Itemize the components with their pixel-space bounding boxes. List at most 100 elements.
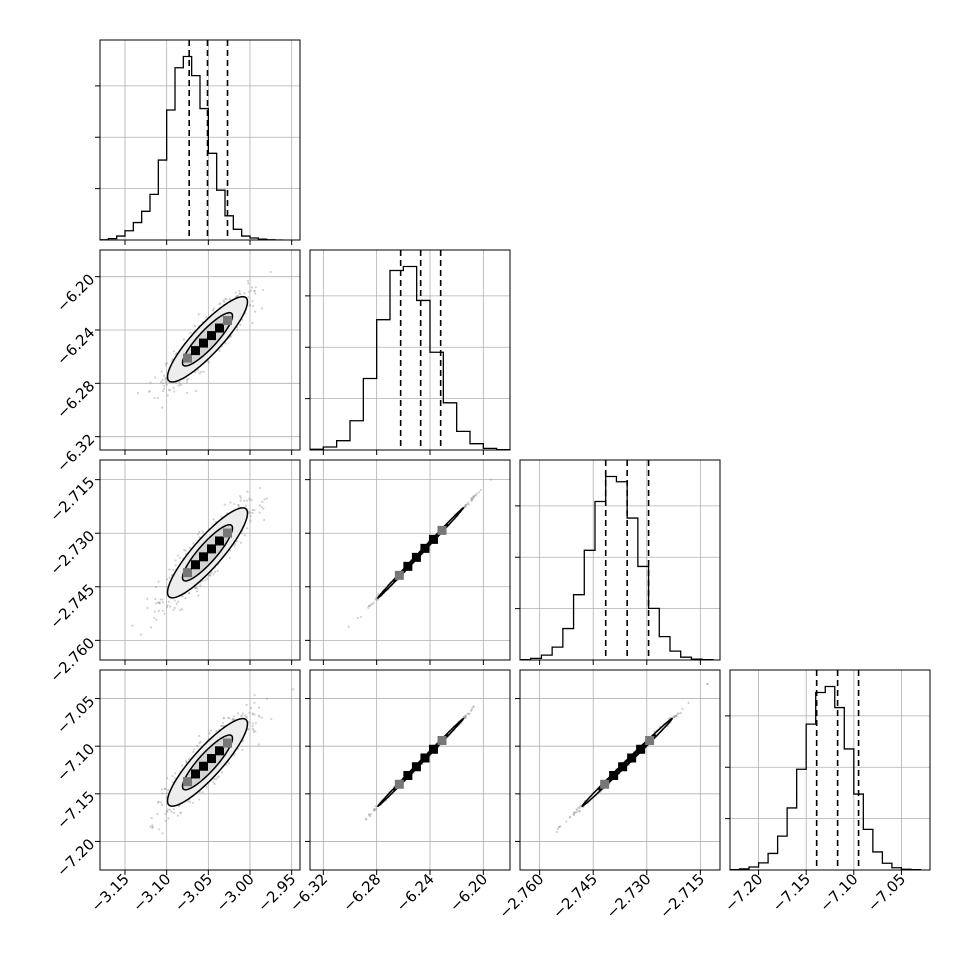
- sample-point: [347, 625, 350, 628]
- sample-point: [151, 824, 154, 827]
- sample-point: [245, 715, 248, 719]
- sample-point: [181, 764, 184, 767]
- sample-point: [165, 382, 168, 385]
- sample-point: [193, 586, 196, 590]
- sample-point: [160, 801, 163, 804]
- sample-point: [558, 825, 561, 829]
- sample-point: [162, 387, 166, 390]
- sample-point: [156, 812, 159, 816]
- sample-point: [220, 724, 223, 727]
- sample-point: [375, 807, 378, 811]
- sample-point: [245, 703, 248, 707]
- histogram-step-1: [310, 265, 510, 450]
- panel-3-1: −6.32 −6.28 −6.24 −6.20: [286, 669, 511, 915]
- sample-point: [159, 598, 162, 601]
- sample-point: [368, 605, 371, 608]
- sample-point: [153, 610, 156, 613]
- sample-point: [377, 592, 380, 595]
- sample-point: [239, 541, 242, 544]
- sample-point: [185, 760, 188, 764]
- sample-point: [228, 556, 231, 559]
- sample-point: [172, 350, 176, 353]
- sample-point: [162, 389, 165, 393]
- sample-point: [174, 564, 177, 567]
- sample-point: [258, 486, 262, 490]
- sample-point: [173, 606, 176, 609]
- sample-point: [471, 498, 474, 501]
- panel-2-0: −2.760−2.745−2.730−2.715: [46, 459, 301, 686]
- y-tick-label: −2.745: [46, 580, 98, 632]
- sample-point: [148, 390, 151, 393]
- sample-point: [373, 808, 376, 811]
- sample-point: [231, 718, 234, 721]
- sample-point: [472, 705, 475, 708]
- sample-point: [165, 383, 168, 386]
- sample-point: [252, 304, 255, 308]
- sample-point: [254, 286, 257, 289]
- density-cell: [199, 552, 208, 562]
- sample-point: [198, 798, 201, 801]
- sample-point: [187, 757, 191, 761]
- sample-point: [158, 601, 161, 604]
- y-tick-label: −6.20: [53, 270, 98, 315]
- sample-point: [192, 801, 195, 804]
- x-tick-label: −6.28: [339, 870, 384, 915]
- sample-point: [163, 787, 166, 790]
- sample-point: [223, 300, 226, 303]
- density-cell: [420, 753, 430, 763]
- panel-content: [520, 460, 720, 660]
- panel-frame: [99, 249, 301, 451]
- sample-point: [365, 818, 368, 821]
- sample-point: [250, 499, 253, 502]
- sample-point: [368, 815, 372, 818]
- sample-point: [477, 491, 481, 494]
- sample-point: [169, 605, 172, 608]
- sample-point: [239, 494, 242, 498]
- sample-point: [214, 778, 218, 781]
- sample-point: [222, 717, 225, 720]
- sample-point: [234, 542, 237, 546]
- sample-point: [172, 812, 176, 815]
- sample-point: [154, 585, 157, 589]
- sample-point: [181, 595, 184, 598]
- density-cell: [437, 735, 447, 745]
- panel-2-2: [515, 459, 721, 665]
- sample-point: [217, 775, 220, 778]
- sample-point: [185, 759, 188, 762]
- sample-point: [164, 362, 167, 365]
- sample-point: [246, 490, 249, 493]
- sample-point: [246, 527, 249, 530]
- sample-point: [185, 378, 189, 382]
- sample-point: [212, 518, 215, 521]
- sample-point: [251, 727, 254, 730]
- sample-point: [225, 298, 228, 301]
- density-cell: [191, 346, 200, 356]
- sample-point: [240, 714, 243, 717]
- sample-point: [466, 503, 469, 506]
- sample-point: [219, 302, 222, 305]
- panel-1-1: [305, 249, 511, 455]
- sample-point: [166, 604, 169, 607]
- sample-point: [157, 609, 160, 612]
- sample-point: [463, 505, 467, 508]
- sample-point: [220, 771, 224, 774]
- sample-point: [162, 374, 166, 377]
- sample-point: [466, 712, 469, 715]
- density-cell: [215, 536, 224, 546]
- sample-point: [254, 721, 257, 724]
- sample-point: [150, 816, 153, 820]
- sample-point: [251, 722, 254, 725]
- sample-point: [368, 813, 371, 817]
- sample-point: [373, 808, 376, 811]
- sample-point: [490, 478, 493, 481]
- sample-point: [185, 391, 189, 395]
- sample-point: [253, 289, 256, 293]
- x-tick-label: −6.24: [393, 870, 438, 915]
- sample-point: [371, 602, 374, 605]
- sample-point: [164, 378, 167, 381]
- y-tick-label: −2.730: [46, 527, 98, 579]
- sample-point: [252, 729, 255, 732]
- sample-point: [224, 297, 227, 301]
- sample-point: [253, 701, 256, 705]
- sample-point: [269, 270, 272, 274]
